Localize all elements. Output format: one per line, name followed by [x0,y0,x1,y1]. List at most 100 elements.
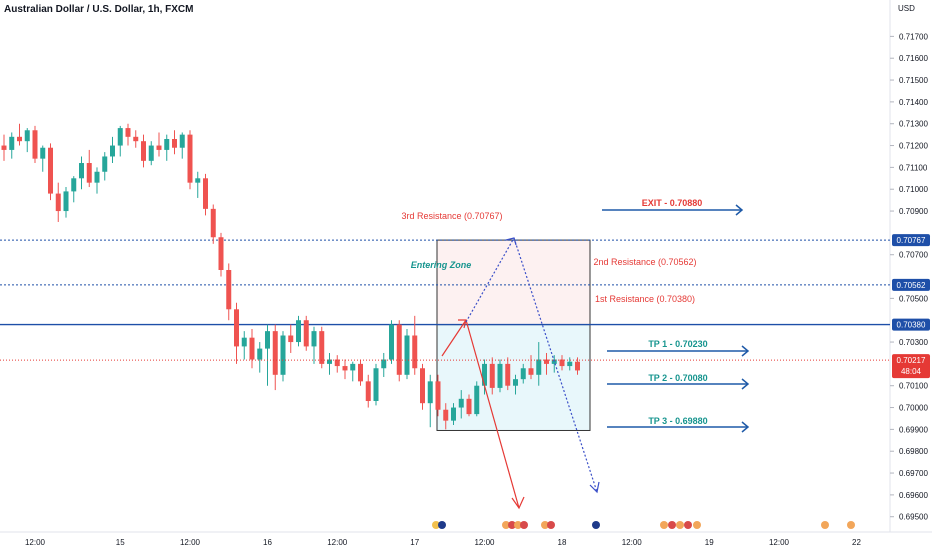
candle [451,403,456,426]
candle [365,374,371,408]
event-icon [514,521,522,529]
candle-body [288,335,294,343]
candle-body [249,337,255,360]
candle [141,134,146,168]
time-tick-label: 16 [263,538,272,547]
candle-body [373,368,379,401]
candle-body [172,139,177,148]
candle-body [218,237,224,270]
event-icon [520,521,528,529]
price-tick-label: 0.71200 [899,142,928,151]
candle-body [551,359,557,364]
candle [102,152,108,181]
candle [559,355,565,371]
candle-body [280,335,286,375]
countdown-tag-text: 48:04 [901,367,922,376]
candle [327,352,332,375]
candle [567,357,573,371]
price-tick-label: 0.70100 [899,382,928,391]
entering-zone-box [436,239,591,326]
target-arrows [602,204,750,433]
candle [249,328,255,369]
candle [210,204,216,244]
candle [482,359,487,395]
candle [257,342,263,373]
tp1-label: TP 1 - 0.70230 [648,339,707,349]
price-tick-label: 0.69700 [899,469,928,478]
candle-body [257,348,263,360]
candle-body [466,398,472,415]
candle [443,403,449,430]
candle-body [226,270,232,310]
event-icon [432,521,440,529]
candle-body [17,136,22,142]
candle-body [71,178,77,192]
level-price-tag [892,234,930,247]
candle [505,357,511,391]
candle-body [32,130,38,159]
candle [466,394,472,417]
time-axis[interactable]: 12:00 15 12:00 16 12:00 17 12:00 18 12:00 19 12:00… [25,538,862,547]
third-resistance-label: 3rd Resistance (0.70767) [401,211,502,221]
price-axis[interactable]: 0.71700 0.71600 0.71500 0.71400 0.71300 0.712… [890,32,928,522]
current-price-tag [892,354,930,379]
candle-body [482,363,487,386]
price-tick-label: 0.71500 [899,76,928,85]
candle [94,167,100,194]
candle [156,132,162,157]
candle [513,374,518,395]
time-tick-label: 12:00 [180,538,201,547]
candle [1,134,7,161]
bearish-path-blue [513,237,598,493]
candle [71,176,77,203]
time-tick-label: 15 [116,538,125,547]
second-resistance-label: 2nd Resistance (0.70562) [593,257,696,267]
price-tick-label: 0.71600 [899,54,928,63]
candle [528,355,534,380]
candle-body [55,193,61,212]
price-tick-label: 0.69500 [899,513,928,522]
price-tick-label: 0.71400 [899,98,928,107]
current-price-tag-text: 0.70217 [897,356,926,365]
candle [489,357,495,395]
time-tick-label: 12:00 [327,538,348,547]
candle [544,352,549,375]
exit-label: EXIT - 0.70880 [642,198,703,208]
candle [203,173,208,216]
candle-body [102,156,108,172]
candle-body [327,359,332,364]
candle [342,359,348,380]
candle-body [342,366,348,371]
candle-body [94,171,100,183]
level-price-tag-text: 0.70767 [897,236,926,245]
economic-event-icons[interactable] [432,521,855,529]
price-tick-label: 0.71100 [899,163,928,172]
candle-body [575,361,580,371]
candle-body [528,368,534,375]
price-tick-label: 0.69800 [899,447,928,456]
candle-body [241,337,247,347]
candle [226,263,232,321]
candle-body [179,134,185,148]
candle [412,315,418,375]
candle-body [203,178,208,209]
event-icon [684,521,692,529]
arrowhead-down-blue [589,481,600,494]
candle [420,363,425,410]
candle-body [559,359,565,367]
candle-body [117,128,123,146]
candle [79,156,84,190]
price-tick-label: 0.69600 [899,491,928,500]
candle-body [86,163,92,183]
candle [296,315,301,347]
candle [435,374,441,417]
candle [86,149,92,188]
candle [187,130,193,190]
level-price-tag [892,278,930,291]
candle-body [234,309,239,347]
time-tick-label: 12:00 [25,538,46,547]
exit-arrowhead [735,204,744,216]
candle [9,132,15,159]
